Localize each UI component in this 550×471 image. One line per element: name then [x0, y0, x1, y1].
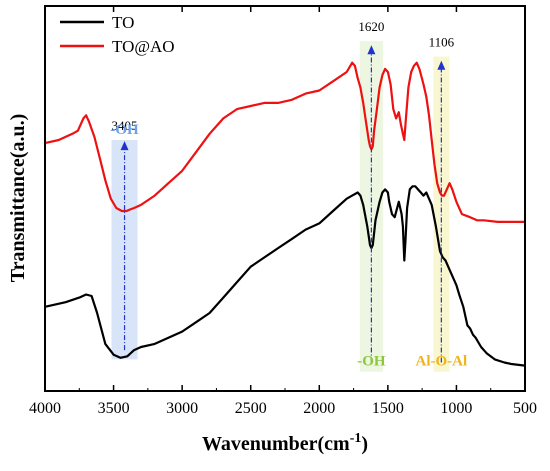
peak-arrowhead-0 — [120, 141, 129, 151]
x-tick-label-3500: 3500 — [98, 400, 130, 417]
highlight-band-2 — [433, 56, 450, 372]
peak-label-1106: 1106 — [429, 34, 455, 49]
x-tick-label-1500: 1500 — [372, 400, 404, 417]
series-line-to — [44, 185, 526, 367]
x-tick-label-1000: 1000 — [440, 400, 472, 417]
legend-label-0: TO — [112, 13, 134, 32]
x-axis-title-main: Wavenumber(cm — [202, 433, 350, 455]
x-tick-label-4000: 4000 — [29, 400, 61, 417]
group-label-1: -OH — [357, 354, 386, 370]
x-axis-title-superscript: -1 — [350, 431, 362, 446]
group-label-0: -OH — [110, 122, 139, 138]
y-axis-title: Transmittance(a.u.) — [7, 114, 29, 283]
x-tick-label-2000: 2000 — [303, 400, 335, 417]
legend: TO TO@AO — [60, 13, 175, 56]
peak-arrowhead-1 — [367, 45, 376, 55]
x-axis-title-close: ) — [361, 433, 368, 455]
peak-arrowhead-2 — [437, 60, 446, 70]
x-tick-label-2500: 2500 — [235, 400, 267, 417]
peak-label-3405: 3405 — [112, 118, 138, 133]
x-axis-title: Wavenumber(cm-1) — [202, 431, 368, 455]
x-tick-label-500: 500 — [513, 400, 537, 417]
x-tick-label-3000: 3000 — [166, 400, 198, 417]
peak-label-1620: 1620 — [358, 19, 384, 34]
legend-label-1: TO@AO — [112, 37, 175, 56]
group-label-2: Al-O-Al — [416, 354, 468, 370]
